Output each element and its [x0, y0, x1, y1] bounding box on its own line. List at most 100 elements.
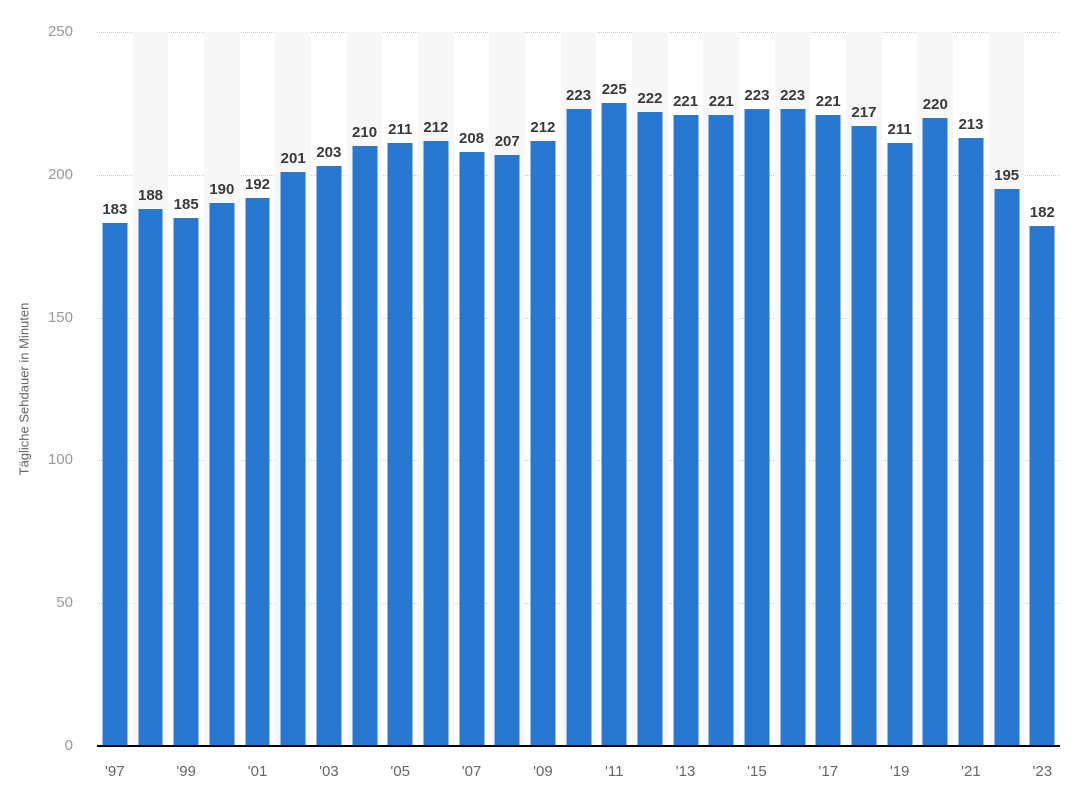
- y-tick-label: 50: [56, 594, 73, 612]
- bar-slot: 190: [204, 32, 240, 746]
- x-tick-label: '97: [105, 763, 125, 780]
- bar-slot: 203 '03: [311, 32, 347, 780]
- bar-slot: 221 '13: [668, 32, 704, 780]
- bar-slot: 212: [418, 32, 454, 746]
- value-label: 212: [530, 118, 556, 136]
- value-label: 203: [316, 144, 342, 162]
- x-tick-label: '23: [1032, 763, 1053, 780]
- value-label: 208: [459, 129, 485, 147]
- bar-slot: 201: [275, 32, 312, 746]
- bar-2004[interactable]: [352, 146, 378, 746]
- bar-2003[interactable]: [316, 166, 342, 746]
- bar-slot: 195: [988, 32, 1025, 746]
- y-axis-ticks: 0 50 100 150 200 250: [0, 23, 85, 754]
- x-tick-label: '17: [818, 763, 839, 780]
- value-label: 188: [137, 187, 164, 205]
- bar-2010[interactable]: [566, 109, 592, 746]
- x-tick-label: '21: [961, 763, 981, 780]
- bar-slot: 217: [846, 32, 882, 746]
- bar-2018[interactable]: [851, 126, 877, 746]
- bar-slot: 225 '11: [596, 32, 632, 780]
- bar-slot: 188: [132, 32, 169, 746]
- value-label: 185: [173, 195, 199, 213]
- bar-slot: 212 '09: [525, 32, 561, 780]
- bar-2007[interactable]: [459, 151, 485, 746]
- bar-slot: 222: [632, 32, 668, 746]
- bar-2005[interactable]: [387, 143, 413, 746]
- x-axis-line: [97, 745, 1060, 747]
- bar-2019[interactable]: [887, 143, 913, 746]
- value-label: 195: [994, 167, 1020, 185]
- bar-2011[interactable]: [601, 103, 627, 746]
- bar-2017[interactable]: [815, 114, 841, 746]
- value-label: 207: [494, 132, 520, 150]
- bar-slot: 220: [917, 32, 954, 746]
- value-label: 211: [388, 121, 413, 139]
- value-label: 220: [922, 95, 948, 113]
- bar-slot: 221: [703, 32, 740, 746]
- bar-2013[interactable]: [673, 114, 699, 746]
- value-label: 221: [815, 92, 841, 110]
- y-tick-label: 250: [47, 23, 73, 40]
- x-tick-label: '15: [747, 763, 767, 780]
- bar-2016[interactable]: [780, 109, 806, 746]
- value-label: 201: [280, 149, 306, 167]
- bar-slot: 211 '19: [882, 32, 918, 780]
- bar-2006[interactable]: [423, 140, 449, 746]
- bar-1997[interactable]: [102, 223, 128, 746]
- value-label: 211: [887, 121, 912, 139]
- bar-2008[interactable]: [494, 154, 520, 746]
- bar-1999[interactable]: [173, 217, 199, 746]
- bar-2015[interactable]: [744, 109, 770, 746]
- bar-slot: 207: [489, 32, 526, 746]
- bars: 183 '97 188 185 '99 190 192 '01 201 203 '03 210 211 '…: [97, 32, 1060, 780]
- x-tick-label: '03: [319, 763, 339, 780]
- bar-slot: 223: [774, 32, 811, 746]
- bar-slot: 223: [560, 32, 597, 746]
- value-label: 183: [102, 201, 128, 219]
- y-tick-label: 200: [47, 165, 73, 183]
- x-tick-label: '13: [675, 763, 696, 780]
- bar-slot: 182 '23: [1024, 32, 1060, 780]
- bar-2014[interactable]: [708, 114, 734, 746]
- value-label: 222: [637, 89, 663, 107]
- value-label: 210: [352, 124, 378, 142]
- value-label: 192: [245, 175, 271, 193]
- bar-slot: 223 '15: [739, 32, 775, 780]
- bar-1998[interactable]: [138, 209, 163, 746]
- bar-slot: 185 '99: [168, 32, 204, 780]
- value-label: 213: [958, 115, 984, 133]
- bar-2000[interactable]: [209, 203, 235, 746]
- bar-slot: 211 '05: [382, 32, 418, 780]
- bar-2021[interactable]: [958, 137, 984, 746]
- value-label: 221: [673, 92, 699, 110]
- value-label: 212: [423, 118, 449, 136]
- bar-2009[interactable]: [530, 140, 556, 746]
- plot-area: 183 '97 188 185 '99 190 192 '01 201 203 '03 210 211 '…: [97, 32, 1060, 780]
- bar-2020[interactable]: [922, 117, 948, 746]
- value-label: 225: [601, 81, 627, 99]
- value-label: 217: [851, 104, 877, 122]
- value-label: 223: [566, 87, 592, 105]
- bar-slot: 208 '07: [454, 32, 490, 780]
- bar-2023[interactable]: [1029, 226, 1055, 746]
- bar-2002[interactable]: [280, 171, 306, 746]
- x-tick-label: '19: [889, 763, 910, 780]
- value-label: 182: [1029, 204, 1055, 222]
- bar-slot: 183 '97: [97, 32, 133, 780]
- bar-slot: 213 '21: [953, 32, 989, 780]
- bar-2001[interactable]: [245, 197, 270, 746]
- y-tick-label: 150: [47, 308, 73, 326]
- value-label: 221: [708, 92, 734, 110]
- bar-2012[interactable]: [637, 111, 663, 746]
- bar-slot: 221 '17: [810, 32, 846, 780]
- y-tick-label: 0: [64, 737, 73, 754]
- value-label: 223: [744, 87, 770, 105]
- x-tick-label: '09: [533, 763, 553, 780]
- x-tick-label: '05: [390, 763, 410, 780]
- x-tick-label: '11: [605, 763, 624, 780]
- x-tick-label: '01: [247, 763, 268, 780]
- bar-2022[interactable]: [994, 189, 1020, 746]
- x-tick-label: '07: [461, 763, 482, 780]
